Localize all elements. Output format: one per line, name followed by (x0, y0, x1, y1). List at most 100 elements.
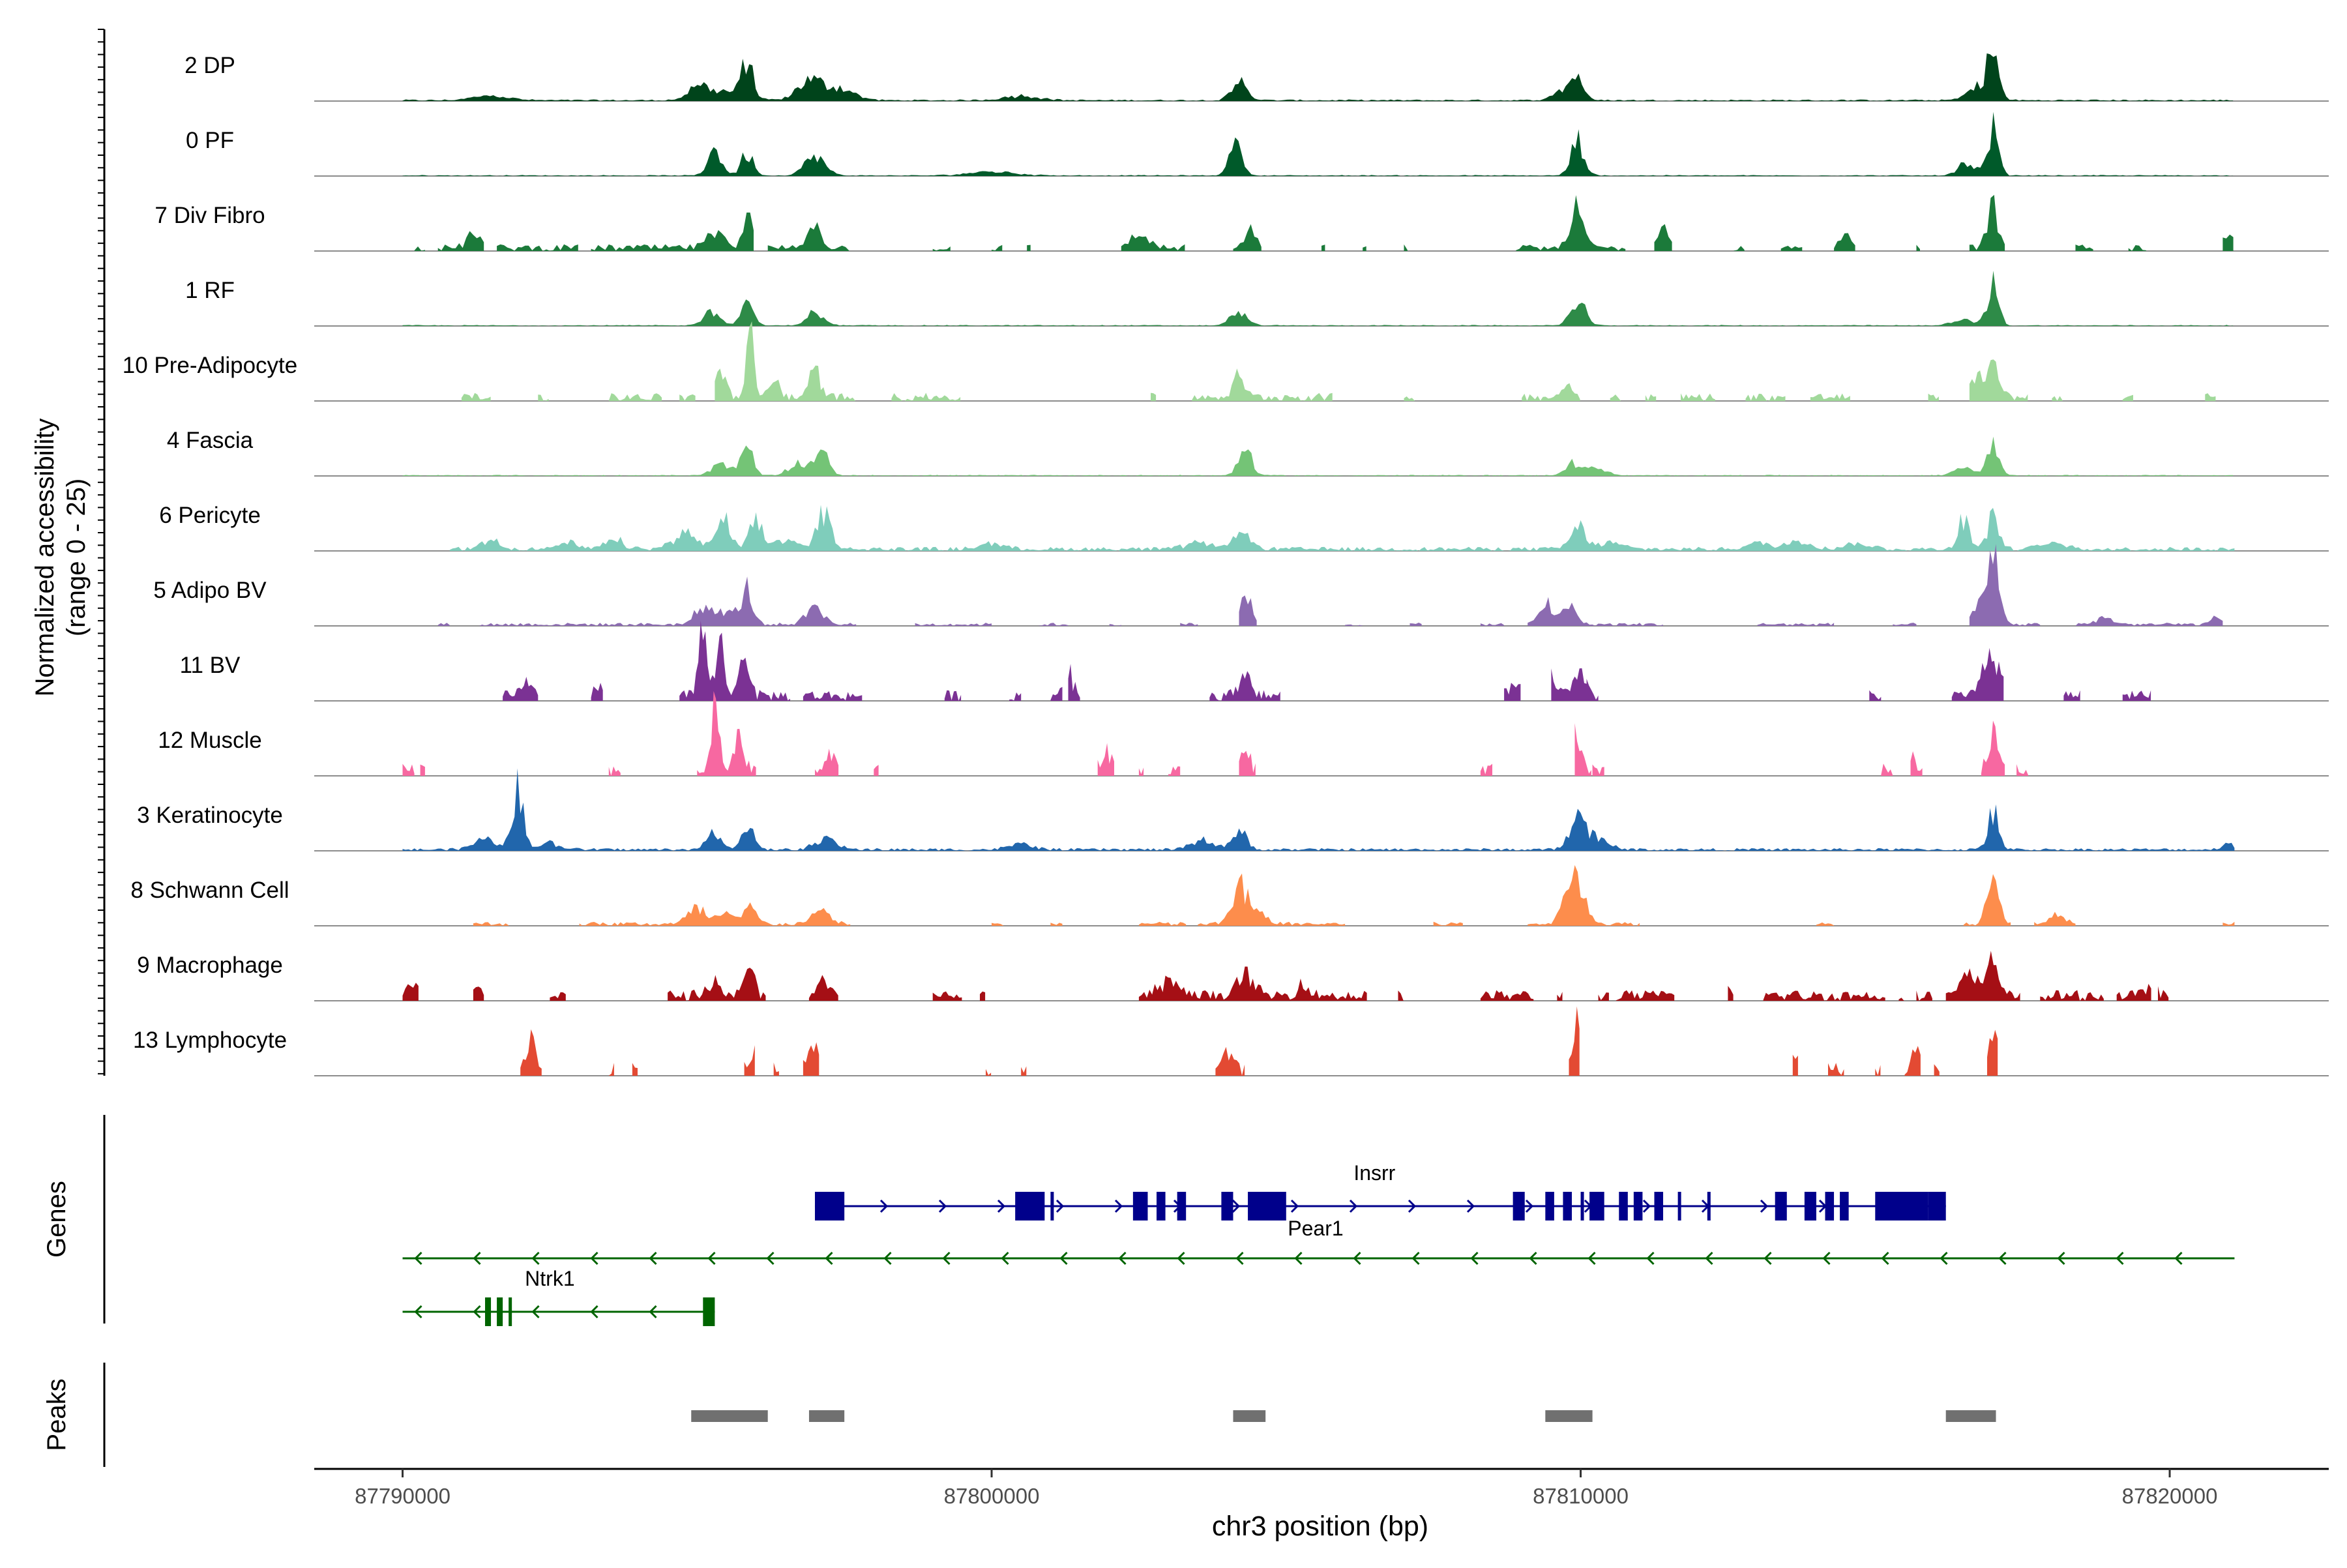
strand-arrow (1232, 1199, 1241, 1213)
strand-arrow (1001, 1251, 1009, 1265)
track-label: 4 Fascia (167, 428, 254, 453)
strand-arrow (1408, 1199, 1417, 1213)
exon (497, 1297, 503, 1326)
exon (1654, 1192, 1664, 1220)
x-tick-label: 87810000 (1533, 1484, 1629, 1508)
exon (1677, 1192, 1681, 1220)
strand-arrow (1353, 1251, 1361, 1265)
track-13: 9 Macrophage (137, 951, 2329, 1001)
exon (703, 1297, 715, 1326)
strand-arrow (1470, 1251, 1479, 1265)
x-tick-label: 87790000 (355, 1484, 450, 1508)
strand-arrow (883, 1251, 892, 1265)
exon (1563, 1192, 1572, 1220)
strand-arrow (1760, 1199, 1769, 1213)
strand-arrow (649, 1251, 657, 1265)
strand-arrow (649, 1305, 657, 1319)
track-11: 3 Keratinocyte (137, 768, 2329, 851)
strand-arrow (1642, 1199, 1651, 1213)
strand-arrow (1235, 1251, 1244, 1265)
track-signal (402, 691, 2029, 776)
track-signal (461, 321, 2216, 401)
strand-arrow (1059, 1251, 1068, 1265)
exon (814, 1192, 845, 1220)
x-axis-ticks: 87790000 87800000 87810000 87820000 (355, 1469, 2217, 1508)
exon (1707, 1192, 1711, 1220)
gene-annotation-track: Insrr Pear1 Ntrk1 (402, 1161, 2235, 1326)
strand-arrow (942, 1251, 951, 1265)
y-axis-label-line1: Normalized accessibility (31, 419, 59, 697)
track-3: 7 Div Fibro (155, 194, 2329, 252)
strand-arrow (531, 1251, 540, 1265)
peak-region (1945, 1410, 1996, 1422)
track-9: 11 BV (180, 621, 2329, 702)
gene-label: Pear1 (1288, 1217, 1343, 1240)
strand-arrow (1294, 1251, 1303, 1265)
track-signal (437, 544, 2223, 626)
track-7: 6 Pericyte (159, 503, 2329, 552)
track-label: 9 Macrophage (137, 953, 283, 978)
strand-arrow (1055, 1199, 1065, 1213)
gene-insrr: Insrr (814, 1161, 1946, 1220)
track-signal (473, 865, 2235, 926)
strand-arrow (590, 1305, 598, 1319)
track-10: 12 Muscle (158, 691, 2329, 777)
strand-arrow (1764, 1251, 1772, 1265)
strand-arrow (2174, 1251, 2183, 1265)
exon (1221, 1192, 1233, 1220)
exon (1132, 1192, 1148, 1220)
track-4: 1 RF (185, 271, 2329, 327)
track-signal (402, 271, 2234, 326)
strand-arrow (2057, 1251, 2065, 1265)
strand-arrow (2116, 1251, 2124, 1265)
exon (1157, 1192, 1166, 1220)
strand-arrow (1177, 1251, 1185, 1265)
peak-annotation-track (691, 1410, 1996, 1422)
track-12: 8 Schwann Cell (130, 865, 2329, 926)
gene-ntrk1: Ntrk1 (402, 1267, 715, 1326)
x-tick-label: 87800000 (944, 1484, 1040, 1508)
genes-panel-label: Genes (42, 1181, 71, 1258)
gene-label: Insrr (1353, 1161, 1395, 1185)
coverage-tracks: 2 DP 0 PF 7 Div Fibro 1 RF 10 Pre-Adipocyte 4… (123, 53, 2329, 1076)
strand-arrow (1529, 1251, 1537, 1265)
strand-arrow (1114, 1199, 1123, 1213)
track-14: 13 Lymphocyte (133, 1006, 2329, 1076)
strand-arrow (825, 1251, 833, 1265)
exon (1775, 1192, 1787, 1220)
track-label: 11 BV (180, 653, 241, 678)
strand-arrow (414, 1251, 422, 1265)
strand-arrow (707, 1251, 716, 1265)
track-label: 12 Muscle (158, 728, 262, 753)
track-label: 5 Adipo BV (153, 578, 267, 603)
peak-region (808, 1410, 845, 1422)
strand-arrow (1525, 1199, 1534, 1213)
exon (1619, 1192, 1628, 1220)
strand-arrow (1466, 1199, 1475, 1213)
strand-arrow (414, 1305, 422, 1319)
strand-arrow (766, 1251, 775, 1265)
exon (1545, 1192, 1554, 1220)
strand-arrow (1881, 1251, 1889, 1265)
strand-arrow (1349, 1199, 1358, 1213)
strand-arrow (1822, 1251, 1831, 1265)
track-signal (402, 53, 2234, 101)
track-label: 13 Lymphocyte (133, 1028, 287, 1053)
strand-arrow (1998, 1251, 2007, 1265)
exon (1804, 1192, 1816, 1220)
track-label: 10 Pre-Adipocyte (123, 353, 297, 378)
track-signal (520, 1006, 1998, 1076)
gene-label: Ntrk1 (525, 1267, 574, 1290)
strand-arrow (1705, 1251, 1713, 1265)
exon (1050, 1192, 1054, 1220)
exon (1589, 1192, 1604, 1220)
track-signal (402, 951, 2169, 1001)
track-6: 4 Fascia (167, 428, 2329, 477)
strand-arrow (1646, 1251, 1655, 1265)
x-axis-label: chr3 position (bp) (1212, 1511, 1428, 1542)
strand-arrow (1587, 1251, 1596, 1265)
track-label: 2 DP (185, 53, 235, 78)
exon (1875, 1192, 1928, 1220)
exon (1580, 1192, 1584, 1220)
